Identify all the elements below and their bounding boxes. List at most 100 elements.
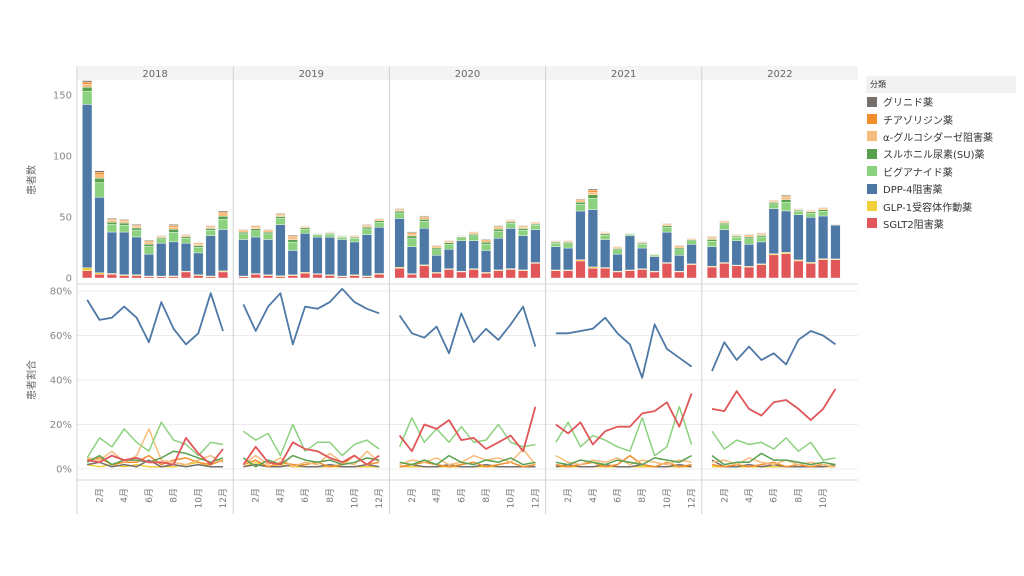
bar-segment bbox=[756, 241, 767, 265]
bar-segment bbox=[250, 230, 261, 238]
bar-segment bbox=[468, 240, 479, 269]
bar-segment bbox=[287, 237, 298, 240]
line-series bbox=[399, 463, 536, 468]
bar-segment bbox=[805, 217, 816, 263]
bar-segment bbox=[312, 236, 323, 274]
bar-segment bbox=[106, 218, 117, 220]
bar-segment bbox=[575, 204, 586, 212]
panel-header-2018: 2018 bbox=[142, 69, 167, 80]
bar-segment bbox=[106, 220, 117, 223]
bar-segment bbox=[106, 224, 117, 233]
legend-item[interactable]: DPP-4阻害薬 bbox=[867, 180, 1016, 197]
bar-segment bbox=[168, 241, 179, 277]
legend-swatch bbox=[867, 166, 877, 177]
legend-title: 分類 bbox=[866, 76, 1016, 93]
bar-segment bbox=[94, 170, 105, 173]
bar-segment bbox=[349, 238, 360, 243]
bar-segment bbox=[575, 202, 586, 205]
legend-item[interactable]: GLP-1受容体作動薬 bbox=[867, 197, 1016, 214]
bar-segment bbox=[82, 80, 93, 83]
legend-items: グリニド薬 チアゾリジン薬 α-グルコシダーゼ阻害薬 スルホニル尿素(SU)薬ビグアナ… bbox=[866, 93, 1016, 232]
legend-item[interactable]: SGLT2阻害薬 bbox=[867, 215, 1016, 232]
panel-header-2021: 2021 bbox=[611, 69, 636, 80]
bar-segment bbox=[575, 210, 586, 260]
line-series bbox=[242, 441, 380, 466]
bar-segment bbox=[193, 245, 204, 248]
x-tick-label: 2月 bbox=[563, 488, 574, 503]
line-series bbox=[711, 388, 837, 422]
line-series bbox=[87, 459, 223, 468]
bar-segment bbox=[143, 243, 154, 247]
line-series bbox=[555, 393, 693, 446]
bar-segment bbox=[587, 188, 598, 191]
bar-segment bbox=[661, 222, 672, 224]
bar-segment bbox=[263, 231, 274, 235]
bar-segment bbox=[830, 259, 841, 279]
bar-segment bbox=[119, 275, 130, 279]
legend-item[interactable]: ビグアナイド薬 bbox=[867, 163, 1016, 180]
bar-segment bbox=[238, 233, 249, 240]
bottom-y-tick-label: 20% bbox=[50, 420, 72, 431]
legend-item[interactable]: スルホニル尿素(SU)薬 bbox=[867, 145, 1016, 162]
x-tick-label: 10月 bbox=[350, 488, 361, 508]
bar-segment bbox=[193, 242, 204, 244]
top-y-tick-label: 50 bbox=[59, 213, 72, 224]
bar-segment bbox=[312, 234, 323, 238]
x-tick-label: 4月 bbox=[744, 488, 755, 503]
line-series bbox=[398, 417, 536, 448]
bar-segment bbox=[361, 227, 372, 230]
bar-segment bbox=[156, 238, 167, 244]
line-series bbox=[86, 450, 224, 466]
legend-label: DPP-4阻害薬 bbox=[883, 185, 943, 197]
bar-segment bbox=[706, 239, 717, 242]
legend-label: ビグアナイド薬 bbox=[883, 167, 953, 179]
bar-segment bbox=[218, 210, 229, 213]
bar-segment bbox=[719, 224, 730, 230]
legend-item[interactable]: α-グルコシダーゼ阻害薬 bbox=[867, 128, 1016, 145]
bar-segment bbox=[624, 234, 635, 237]
bar-segment bbox=[805, 209, 816, 211]
legend-item[interactable]: グリニド薬 bbox=[867, 93, 1016, 110]
line-series bbox=[711, 461, 836, 468]
bar-segment bbox=[830, 224, 841, 226]
bar-segment bbox=[218, 215, 229, 220]
line-series bbox=[711, 452, 836, 466]
bar-segment bbox=[82, 270, 93, 279]
bar-segment bbox=[106, 221, 117, 225]
bar-segment bbox=[624, 270, 635, 279]
bar-segment bbox=[361, 234, 372, 277]
bar-segment bbox=[361, 224, 372, 226]
bar-segment bbox=[300, 272, 311, 279]
bar-segment bbox=[587, 209, 598, 268]
bar-segment bbox=[193, 247, 204, 254]
bar-segment bbox=[818, 259, 829, 279]
bar-segment bbox=[119, 231, 130, 275]
bar-segment bbox=[768, 203, 779, 209]
bar-segment bbox=[168, 229, 179, 233]
bar-segment bbox=[719, 220, 730, 222]
bar-segment bbox=[649, 253, 660, 255]
bar-segment bbox=[768, 202, 779, 205]
bar-segment bbox=[394, 218, 405, 268]
bar-segment bbox=[168, 226, 179, 230]
bar-segment bbox=[106, 274, 117, 279]
bar-segment bbox=[468, 269, 479, 279]
x-tick-label: 6月 bbox=[300, 488, 311, 503]
bar-segment bbox=[94, 174, 105, 179]
bar-segment bbox=[587, 268, 598, 279]
bottom-y-axis-title: 患者割合 bbox=[25, 360, 38, 400]
bar-segment bbox=[756, 232, 767, 234]
x-tick-label: 8月 bbox=[793, 488, 804, 503]
bar-segment bbox=[456, 237, 467, 241]
bar-segment bbox=[550, 246, 561, 271]
bar-segment bbox=[143, 242, 154, 245]
bar-segment bbox=[337, 235, 348, 237]
legend-label: グリニド薬 bbox=[883, 98, 933, 110]
bar-segment bbox=[481, 272, 492, 279]
bar-segment bbox=[493, 227, 504, 230]
bar-segment bbox=[818, 211, 829, 217]
bar-segment bbox=[456, 271, 467, 279]
bar-segment bbox=[119, 219, 130, 221]
bar-segment bbox=[287, 236, 298, 238]
legend-item[interactable]: チアゾリジン薬 bbox=[867, 110, 1016, 127]
